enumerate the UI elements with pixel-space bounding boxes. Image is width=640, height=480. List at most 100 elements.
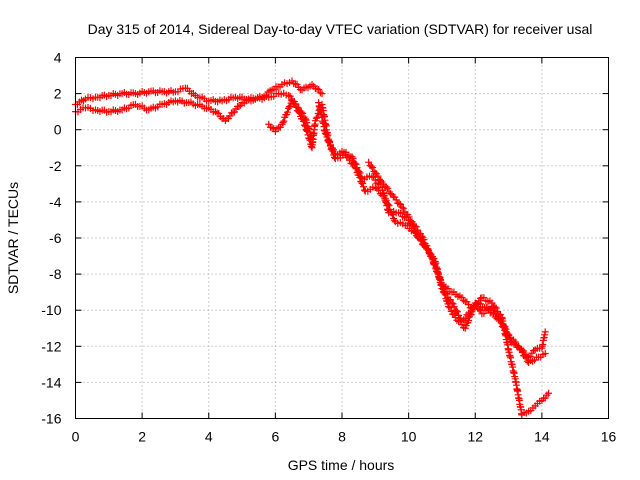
data-point-track-c: [276, 123, 284, 131]
data-point-track-e: [365, 158, 373, 166]
data-point-track-e: [408, 218, 416, 226]
x-tick-label: 10: [401, 429, 417, 445]
data-point-track-d: [329, 147, 337, 155]
data-point-track-e: [516, 345, 524, 353]
data-point-track-e: [412, 223, 420, 231]
data-point-track-c: [541, 328, 549, 336]
data-point-track-c: [273, 125, 281, 133]
y-tick-label: -2: [49, 158, 62, 174]
data-point-track-d: [348, 160, 356, 168]
x-tick-label: 0: [72, 429, 80, 445]
data-point-track-d: [382, 196, 390, 204]
data-point-track-e: [431, 261, 439, 269]
data-point-track-d: [390, 216, 398, 224]
data-point-track-a: [316, 89, 324, 97]
data-points-layer: [72, 77, 553, 419]
data-point-track-b: [285, 91, 293, 99]
data-point-track-c: [368, 173, 376, 181]
data-point-track-a: [318, 90, 326, 98]
data-point-track-d: [373, 185, 381, 193]
data-point-track-d: [351, 164, 359, 172]
data-point-track-e: [465, 300, 473, 308]
y-tick-label: 4: [54, 50, 62, 66]
data-point-track-e: [369, 164, 377, 172]
y-tick-label: -6: [49, 230, 62, 246]
x-tick-label: 4: [205, 429, 213, 445]
data-point-track-e: [495, 315, 503, 323]
data-point-track-d: [447, 296, 455, 304]
data-point-track-e: [427, 250, 435, 258]
data-point-track-d: [384, 201, 392, 209]
data-point-track-e: [395, 200, 403, 208]
data-point-track-d: [389, 211, 397, 219]
data-point-track-d: [326, 139, 334, 147]
data-point-track-e: [398, 203, 406, 211]
data-point-track-e: [397, 200, 405, 208]
data-point-track-c: [291, 100, 299, 108]
x-tick-label: 16: [601, 429, 617, 445]
data-point-track-c: [299, 117, 307, 125]
data-point-track-d: [326, 142, 334, 150]
data-point-track-d: [376, 190, 384, 198]
data-point-track-d: [360, 186, 368, 194]
data-point-track-e: [420, 236, 428, 244]
data-point-track-d: [385, 202, 393, 210]
chart-title: Day 315 of 2014, Sidereal Day-to-day VTE…: [88, 21, 593, 37]
data-point-track-e: [399, 204, 407, 212]
y-axis-title: SDTVAR / TECUs: [5, 182, 21, 294]
data-point-track-e: [518, 348, 526, 356]
data-point-track-c: [530, 347, 538, 355]
data-point-track-e: [522, 353, 530, 361]
data-point-track-e: [411, 222, 419, 230]
x-tick-label: 8: [338, 429, 346, 445]
data-point-track-c: [446, 304, 454, 312]
data-point-track-e: [517, 345, 525, 353]
data-point-track-d: [450, 303, 458, 311]
data-point-track-e: [497, 319, 505, 327]
data-point-track-b: [235, 103, 243, 111]
plot-frame: [75, 57, 609, 419]
data-point-track-c: [301, 122, 309, 130]
data-point-track-d: [488, 299, 496, 307]
y-tick-label: -8: [49, 266, 62, 282]
data-point-track-d: [352, 165, 360, 173]
data-point-track-d: [359, 180, 367, 187]
data-point-track-e: [367, 162, 375, 170]
data-point-track-a: [313, 85, 321, 93]
data-point-track-e: [414, 226, 422, 234]
data-point-track-d: [375, 186, 383, 194]
y-tick-label: -4: [49, 194, 62, 210]
y-tick-label: -10: [41, 302, 61, 318]
data-point-track-c: [265, 120, 273, 128]
data-point-track-d: [346, 156, 354, 164]
y-tick-label: -14: [41, 374, 61, 390]
y-tick-label: 2: [54, 86, 62, 102]
data-point-track-e: [384, 184, 392, 192]
data-point-track-e: [382, 183, 390, 191]
data-point-track-c: [280, 117, 288, 125]
data-point-track-e: [392, 196, 400, 204]
data-point-track-b: [230, 108, 238, 116]
data-point-track-d: [360, 183, 368, 191]
y-tick-label: 0: [54, 122, 62, 138]
data-point-track-e: [430, 260, 438, 268]
data-point-track-d: [356, 174, 364, 182]
data-point-track-e: [429, 256, 437, 264]
data-point-track-b: [215, 110, 223, 118]
data-point-track-d: [448, 299, 456, 307]
data-point-track-c: [303, 127, 311, 135]
data-point-track-e: [460, 296, 468, 304]
y-tick-label: -16: [41, 411, 61, 427]
data-point-track-d: [541, 394, 549, 402]
data-point-track-d: [323, 133, 331, 141]
data-point-track-e: [500, 323, 508, 331]
data-point-track-d: [545, 389, 553, 397]
data-point-track-e: [501, 324, 509, 332]
data-point-track-e: [490, 310, 498, 318]
data-point-track-c: [307, 142, 315, 150]
data-point-track-e: [374, 172, 382, 180]
data-point-track-e: [541, 350, 549, 358]
data-point-track-b: [286, 92, 294, 100]
data-point-track-d: [442, 290, 450, 298]
